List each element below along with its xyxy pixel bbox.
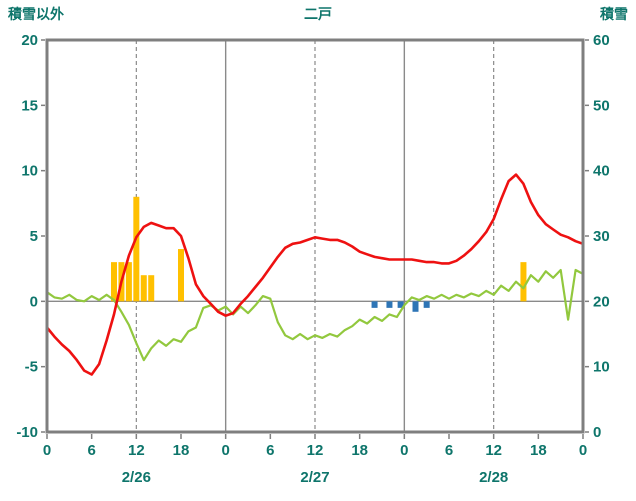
x-axis-hour-label: 6	[266, 442, 274, 459]
orange-bars	[125, 262, 132, 302]
x-axis-hour-label: 0	[43, 442, 51, 459]
left-axis-tick-label: 0	[30, 293, 38, 310]
right-axis-tick-label: 50	[593, 97, 610, 114]
right-axis-tick-label: 10	[593, 359, 610, 376]
x-axis-hour-label: 12	[128, 442, 145, 459]
red-line	[45, 173, 585, 376]
left-axis-tick-label: 15	[21, 97, 38, 114]
x-axis-date-label: 2/26	[122, 469, 151, 486]
blue-bars	[386, 301, 393, 308]
blue-bars	[371, 301, 378, 308]
x-axis-hour-label: 0	[221, 442, 229, 459]
chart-title: 二戸	[304, 6, 332, 22]
x-axis-hour-label: 12	[307, 442, 324, 459]
x-axis-hour-label: 18	[530, 442, 547, 459]
x-axis-hour-label: 0	[400, 442, 408, 459]
plot-border	[45, 38, 585, 434]
right-axis-title: 積雪	[600, 6, 628, 22]
x-axis-hour-label: 12	[485, 442, 502, 459]
orange-bars	[140, 275, 147, 302]
x-axis-hour-label: 6	[445, 442, 453, 459]
orange-bars	[111, 262, 117, 302]
x-axis-date-label: 2/28	[479, 469, 508, 486]
right-axis-tick-label: 0	[593, 424, 601, 441]
blue-bars	[423, 301, 430, 308]
orange-bars	[520, 262, 527, 302]
green-line	[45, 268, 585, 362]
right-axis-tick-label: 20	[593, 293, 610, 310]
x-axis-hour-label: 18	[351, 442, 368, 459]
x-axis-hour-label: 6	[87, 442, 95, 459]
x-axis-hour-label: 0	[579, 442, 587, 459]
left-axis-title: 積雪以外	[8, 6, 64, 22]
left-axis-tick-label: -5	[25, 359, 38, 376]
right-axis-tick-label: 60	[593, 32, 610, 49]
left-axis-tick-label: 10	[21, 163, 38, 180]
left-axis-tick-label: -10	[16, 424, 38, 441]
blue-bars	[412, 301, 419, 312]
left-axis-tick-label: 20	[21, 32, 38, 49]
orange-bars	[148, 275, 155, 302]
right-axis-tick-label: 40	[593, 163, 610, 180]
orange-bars	[178, 249, 184, 302]
x-axis-hour-label: 18	[173, 442, 190, 459]
left-axis-tick-label: 5	[30, 228, 38, 245]
right-axis-tick-label: 30	[593, 228, 610, 245]
blue-bars	[397, 301, 404, 308]
orange-bars	[133, 196, 140, 302]
x-axis-date-label: 2/27	[300, 469, 329, 486]
